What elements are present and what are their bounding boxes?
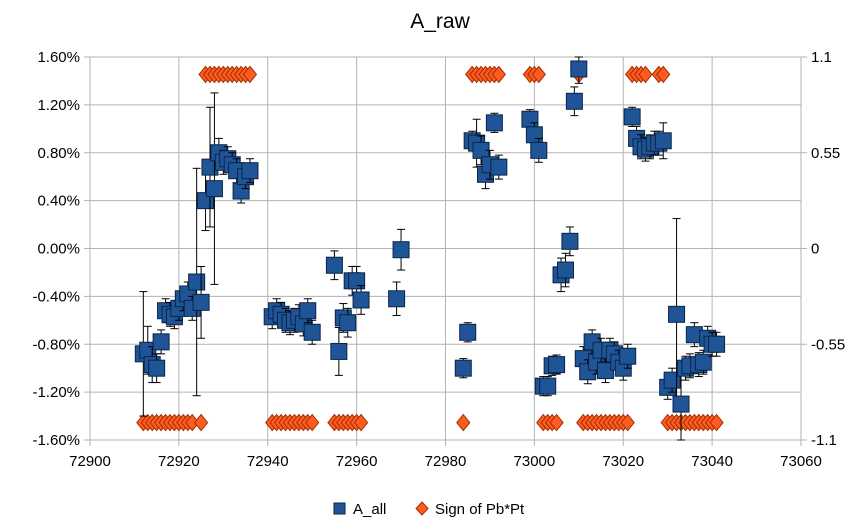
sign-point <box>456 413 471 432</box>
a-all-point <box>619 347 637 365</box>
x-axis-tick-labels: 72900 72920 72940 72960 72980 73000 73020 73040… <box>69 453 822 470</box>
legend-sign-swatch <box>415 501 429 516</box>
sign-point <box>620 413 635 432</box>
a-all-point <box>623 108 641 126</box>
a-all-point <box>521 110 539 128</box>
a-all-point <box>454 359 472 377</box>
legend-a-all-label: A_all <box>353 501 386 518</box>
a-all-point <box>392 241 410 259</box>
a-all-point <box>348 272 366 290</box>
a-all-point <box>485 114 503 132</box>
left-tick-label: -0.80% <box>32 336 80 353</box>
right-tick-label: -0.55 <box>811 336 845 353</box>
left-tick-label: 0.80% <box>37 145 80 162</box>
x-tick-label: 72900 <box>69 453 111 470</box>
x-tick-label: 72920 <box>158 453 200 470</box>
a-all-point <box>339 314 357 332</box>
a-all-point <box>152 333 170 351</box>
a-all-point <box>530 141 548 159</box>
x-tick-label: 73020 <box>602 453 644 470</box>
right-tick-label: 1.1 <box>811 49 832 66</box>
left-tick-label: -1.60% <box>32 432 80 449</box>
left-tick-label: 0.00% <box>37 241 80 258</box>
left-tick-label: 1.60% <box>37 49 80 66</box>
a-all-point <box>188 273 206 291</box>
left-axis-tick-labels: 1.60% 1.20% 0.80% 0.40% 0.00% -0.40% -0.80% -1.… <box>32 49 80 449</box>
a-all-point <box>561 232 579 250</box>
a-all-point <box>654 132 672 150</box>
x-tick-label: 72980 <box>425 453 467 470</box>
a-all-point <box>708 335 726 353</box>
a-all-point <box>490 158 508 176</box>
a-all-point <box>148 359 166 377</box>
sign-point <box>305 413 320 432</box>
a-all-point <box>565 92 583 110</box>
a-all-point <box>539 377 557 395</box>
sign-point <box>709 413 724 432</box>
left-tick-label: 1.20% <box>37 97 80 114</box>
a-all-point <box>192 293 210 311</box>
sign-point <box>638 65 653 84</box>
right-axis-tick-labels: 1.1 0.55 0 -0.55 -1.1 <box>811 49 845 449</box>
a-all-point <box>352 291 370 309</box>
sign-point <box>242 65 258 84</box>
a-all-point <box>241 162 259 180</box>
a-all-point <box>303 323 321 341</box>
a-all-point <box>325 256 343 274</box>
left-tick-label: -0.40% <box>32 288 80 305</box>
right-tick-label: 0 <box>811 241 819 258</box>
legend: A_all Sign of Pb*Pt <box>333 501 525 518</box>
x-tick-label: 73040 <box>691 453 733 470</box>
x-tick-label: 73060 <box>780 453 822 470</box>
series-sign-markers <box>136 65 724 432</box>
chart-title: A_raw <box>410 10 470 33</box>
a-all-point <box>694 353 712 371</box>
a-all-point <box>672 395 690 413</box>
a-all-point <box>548 356 566 374</box>
a-all-point <box>388 290 406 308</box>
legend-a-all-swatch <box>333 502 346 515</box>
sign-point <box>549 413 564 432</box>
a-all-point <box>570 60 588 78</box>
x-tick-label: 73000 <box>514 453 556 470</box>
x-tick-label: 72940 <box>247 453 289 470</box>
sign-point <box>531 65 546 84</box>
a-all-point <box>556 261 574 279</box>
axes <box>84 56 807 446</box>
sign-point <box>491 65 506 84</box>
sign-point <box>353 413 369 432</box>
a-all-point <box>299 302 317 320</box>
sign-point <box>193 413 209 432</box>
x-tick-label: 72960 <box>336 453 378 470</box>
right-tick-label: -1.1 <box>811 432 837 449</box>
a-all-point <box>330 342 348 360</box>
left-tick-label: 0.40% <box>37 193 80 210</box>
left-tick-label: -1.20% <box>32 384 80 401</box>
legend-sign-label: Sign of Pb*Pt <box>435 501 525 518</box>
series-a-all-markers <box>134 56 726 441</box>
a-all-point <box>459 323 477 341</box>
a-all-point <box>232 182 250 200</box>
a-all-point <box>525 126 543 144</box>
a-all-point <box>205 180 223 198</box>
sign-point <box>656 65 671 84</box>
a-all-point <box>668 305 686 323</box>
right-tick-label: 0.55 <box>811 145 840 162</box>
